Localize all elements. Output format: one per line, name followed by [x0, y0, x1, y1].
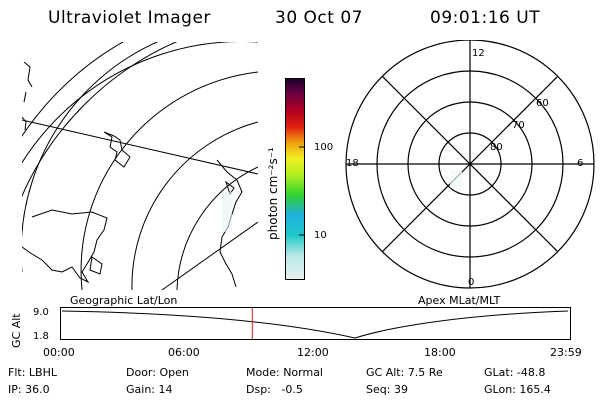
- timeline-xtick: 23:59: [550, 346, 582, 359]
- status-seq: Seq: 39: [366, 383, 408, 396]
- status-mode: Mode: Normal: [246, 366, 323, 379]
- mlat-label-80: 80: [490, 142, 503, 153]
- status-glon: GLon: 165.4: [484, 383, 551, 396]
- mlat-label-60: 60: [536, 98, 549, 109]
- polar-caption: Apex MLat/MLT: [418, 294, 501, 307]
- lat-arc: [80, 71, 258, 290]
- altitude-curve: [61, 310, 569, 339]
- status-gain: Gain: 14: [126, 383, 173, 396]
- lon-line: [161, 221, 258, 290]
- timeline-xtick: 18:00: [424, 346, 456, 359]
- timeline-xtick: 00:00: [43, 346, 75, 359]
- instrument-title: Ultraviolet Imager: [48, 8, 211, 28]
- status-filter: Flt: LBHL: [8, 366, 57, 379]
- time-label: 09:01:16 UT: [430, 8, 541, 28]
- mlat-label-70: 70: [512, 120, 525, 131]
- color-bar: [285, 78, 305, 280]
- lat-arc: [22, 42, 159, 272]
- lon-line: [22, 119, 258, 175]
- status-glat: GLat: -48.8: [484, 366, 546, 379]
- lat-arc: [131, 121, 258, 290]
- status-door: Door: Open: [126, 366, 189, 379]
- mlt-label-12: 12: [472, 48, 485, 59]
- lat-arc: [176, 166, 258, 290]
- timeline-ytick: 9.0: [33, 307, 49, 318]
- status-ip: IP: 36.0: [8, 383, 50, 396]
- geographic-map: [22, 42, 258, 290]
- aurora-emission: [450, 170, 462, 188]
- status-dsp: Dsp: -0.5: [246, 383, 303, 396]
- colorbar-tick-label: 10: [314, 230, 327, 241]
- mlt-label-0: 0: [468, 277, 475, 288]
- date-label: 30 Oct 07: [275, 8, 363, 28]
- geo-caption: Geographic Lat/Lon: [70, 294, 178, 307]
- polar-plot: [345, 40, 595, 289]
- lat-arc: [22, 42, 178, 198]
- timeline-xtick: 12:00: [297, 346, 329, 359]
- mlt-meridian: [381, 75, 559, 253]
- mlt-label-6: 6: [577, 158, 584, 169]
- timeline-xtick: 06:00: [168, 346, 200, 359]
- aurora-emission: [222, 192, 232, 232]
- altitude-timeline: [60, 307, 571, 340]
- lat-arc: [22, 42, 125, 137]
- lat-arc: [22, 42, 258, 164]
- colorbar-tick-label: 100: [314, 142, 334, 153]
- status-gc-alt: GC Alt: 7.5 Re: [366, 366, 443, 379]
- mlt-label-18: 18: [346, 158, 359, 169]
- timeline-ytick: 1.8: [33, 331, 49, 342]
- timeline-ylabel: GC Alt: [10, 313, 23, 348]
- colorbar-unit-label: photon cm⁻²s⁻¹: [266, 147, 280, 240]
